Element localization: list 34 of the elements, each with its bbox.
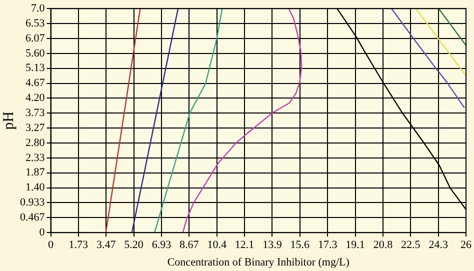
x-tick-label: 12.1 xyxy=(234,239,254,252)
y-tick-label: 5.60 xyxy=(26,47,46,60)
y-tick-label: 6.07 xyxy=(26,32,46,44)
x-tick-label: 19.1 xyxy=(346,239,365,252)
y-tick-label: 4.67 xyxy=(26,77,46,90)
y-tick-label: 7.0 xyxy=(31,2,46,14)
y-tick-label: 0 xyxy=(39,226,46,238)
x-tick-label: 10.4 xyxy=(207,239,227,252)
y-tick-label: 5.13 xyxy=(26,62,46,74)
x-axis-title: Concentration of Binary Inhibitor (mg/L) xyxy=(167,256,350,268)
x-tick-label: 24.3 xyxy=(428,239,448,252)
x-tick-label: 5.20 xyxy=(124,239,144,252)
x-tick-label: 17.3 xyxy=(318,239,338,252)
y-tick-label: 2.33 xyxy=(26,152,46,164)
x-tick-label: 6.93 xyxy=(152,239,172,252)
x-tick-label: 1.73 xyxy=(68,239,89,252)
y-tick-label: 3.73 xyxy=(26,107,46,120)
y-tick-label: 1.87 xyxy=(26,166,46,179)
x-tick-label: 20.8 xyxy=(373,239,394,252)
y-tick-label: 0.467 xyxy=(20,212,46,224)
y-tick-label: 4.20 xyxy=(26,92,46,104)
y-tick-label: 2.80 xyxy=(26,136,46,149)
x-tick-label: 22.5 xyxy=(401,239,421,252)
y-tick-label: 0.933 xyxy=(20,196,46,209)
x-tick-label: 26 xyxy=(460,239,472,252)
x-tick-label: 0 xyxy=(48,239,54,252)
x-tick-label: 15.6 xyxy=(290,239,310,252)
y-tick-label: 1.40 xyxy=(26,182,46,194)
y-tick-label: 3.27 xyxy=(26,122,46,134)
x-tick-label: 8.67 xyxy=(180,239,200,252)
x-tick-label: 13.9 xyxy=(262,239,282,252)
y-tick-label: 6.53 xyxy=(26,17,46,30)
y-axis-title: pH xyxy=(0,111,17,130)
x-tick-label: 3.47 xyxy=(96,239,116,252)
